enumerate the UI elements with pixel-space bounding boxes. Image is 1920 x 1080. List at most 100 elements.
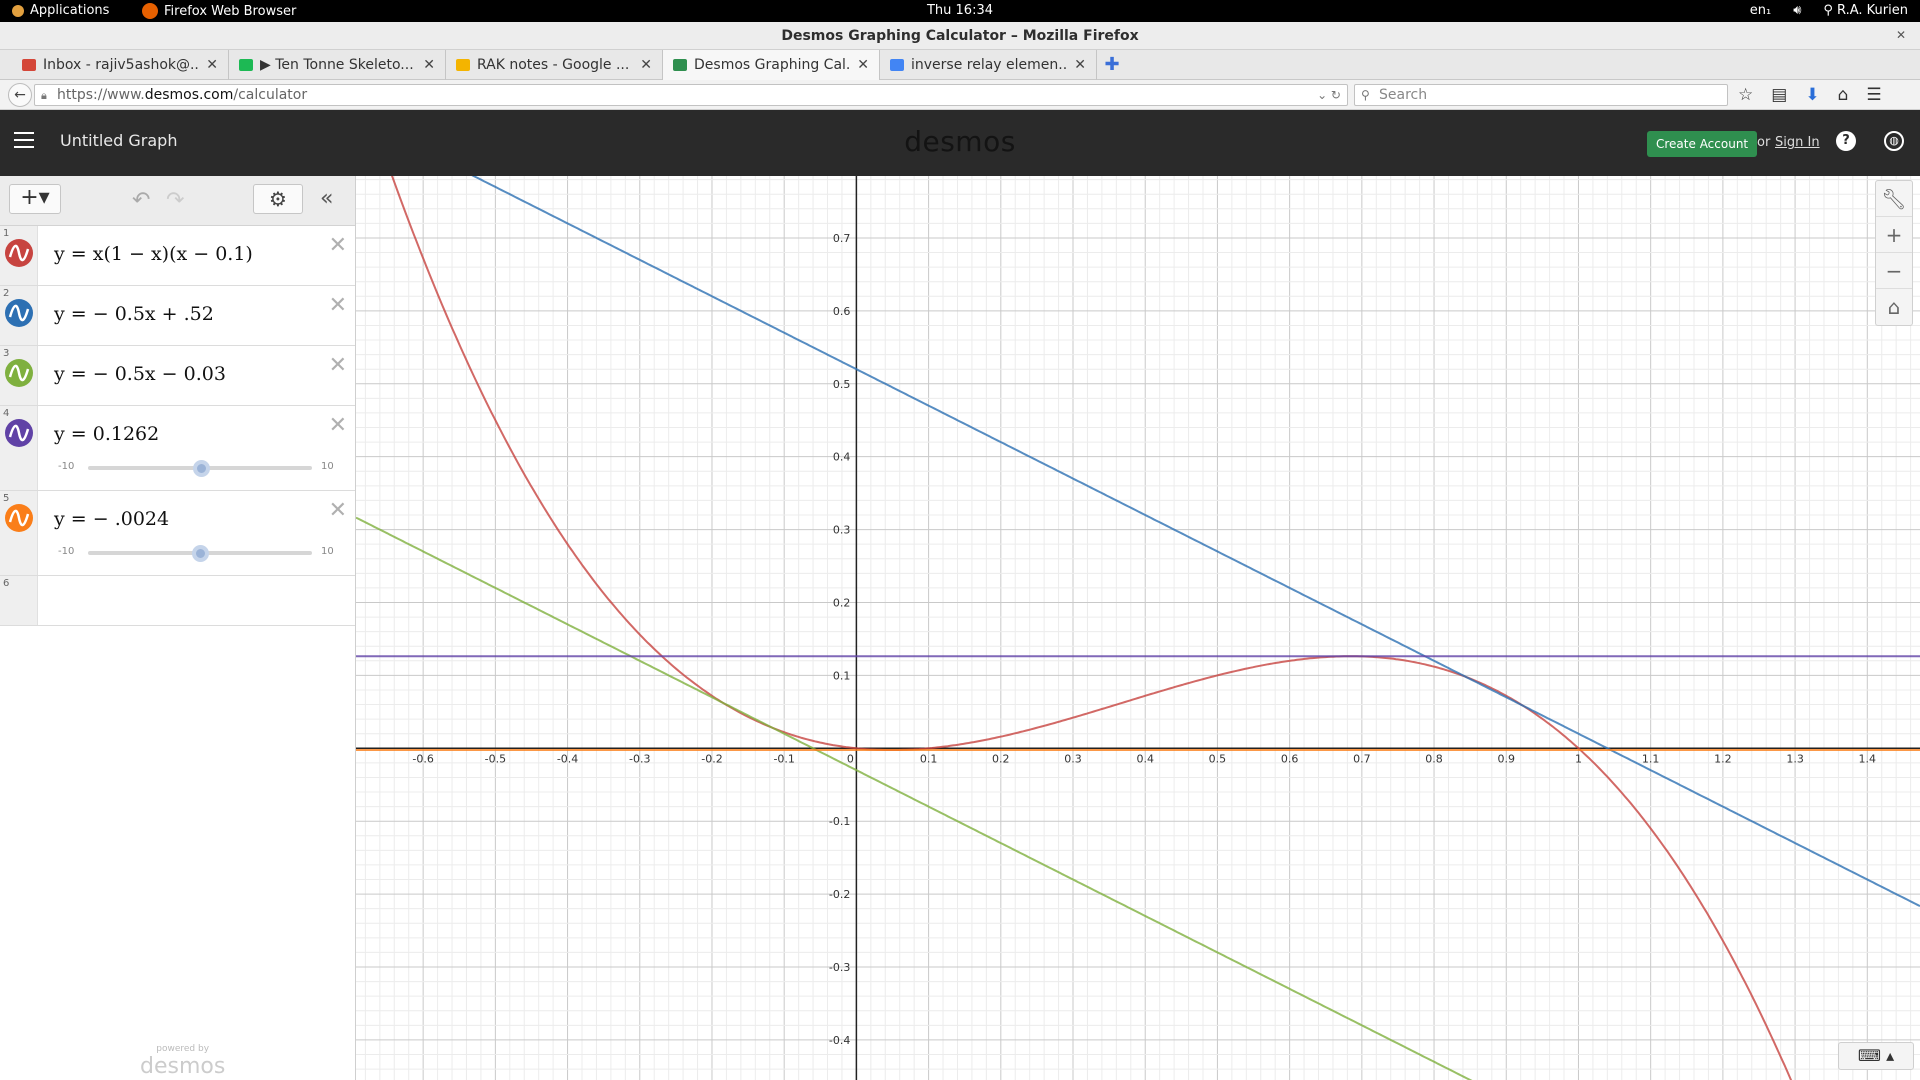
- graph-tools: 🔧︎ + − ⌂: [1875, 180, 1913, 326]
- expression-index-tab: 2: [0, 286, 38, 345]
- cubic-curve[interactable]: [356, 176, 1920, 1080]
- wrench-icon[interactable]: 🔧︎: [1876, 181, 1912, 217]
- graph-toggle-icon[interactable]: [5, 419, 33, 447]
- expression-index: 1: [3, 228, 10, 239]
- home-zoom-icon[interactable]: ⌂: [1887, 295, 1901, 319]
- tab-close-icon[interactable]: ✕: [206, 57, 218, 73]
- expression-row[interactable]: 4 y = 0.1262 ✕ -10 10: [0, 406, 355, 491]
- window-close-icon[interactable]: ✕: [1895, 28, 1907, 42]
- graph-toggle-icon[interactable]: [5, 299, 33, 327]
- volume-icon[interactable]: 🔊︎: [1793, 3, 1802, 18]
- x-tick-label: -0.6: [412, 752, 433, 765]
- powered-by-brand: desmos: [140, 1054, 226, 1079]
- keyboard-toggle-icon[interactable]: ⌨ ▴: [1838, 1042, 1914, 1070]
- tab-close-icon[interactable]: ✕: [857, 57, 869, 73]
- hamburger-menu-icon[interactable]: [14, 132, 34, 148]
- tab-close-icon[interactable]: ✕: [423, 57, 435, 73]
- graph-toggle-icon[interactable]: [5, 504, 33, 532]
- tangent-line-lower[interactable]: [356, 516, 1920, 1080]
- x-tick-label: 0.4: [1136, 752, 1154, 765]
- expression-row[interactable]: 2 y = − 0.5x + .52 ✕: [0, 286, 355, 346]
- tab-drive[interactable]: RAK notes - Google ... ✕: [446, 50, 663, 80]
- slider-thumb[interactable]: [193, 460, 211, 477]
- expression-row[interactable]: 5 y = − .0024 ✕ -10 10: [0, 491, 355, 576]
- y-tick-label: 0.5: [833, 378, 851, 391]
- delete-expression-icon[interactable]: ✕: [328, 413, 347, 438]
- x-tick-label: -0.3: [629, 752, 650, 765]
- undo-icon[interactable]: ↶: [132, 188, 151, 213]
- back-button[interactable]: ←: [8, 83, 32, 107]
- x-tick-label: 1.4: [1859, 752, 1877, 765]
- tab-gmail[interactable]: Inbox - rajiv5ashok@... ✕: [12, 50, 229, 80]
- expression-formula[interactable]: y = 0.1262: [54, 423, 160, 445]
- url-prefix: https://www.: [57, 87, 145, 103]
- spotify-icon: [239, 59, 253, 71]
- y-tick-label: -0.1: [829, 815, 850, 828]
- language-globe-icon[interactable]: ◍: [1884, 131, 1904, 151]
- bookmark-star-icon[interactable]: ☆: [1738, 85, 1754, 105]
- delete-expression-icon[interactable]: ✕: [328, 498, 347, 523]
- apps-icon: [12, 4, 24, 17]
- input-language[interactable]: en₁: [1749, 3, 1772, 18]
- slider-max: 10: [321, 546, 334, 557]
- tab-spotify[interactable]: ▶ Ten Tonne Skeleto... ✕: [229, 50, 446, 80]
- graph-title[interactable]: Untitled Graph: [60, 131, 178, 150]
- slider-thumb[interactable]: [191, 545, 209, 562]
- firefox-app-menu[interactable]: Firefox Web Browser: [142, 3, 296, 19]
- create-account-button[interactable]: Create Account: [1647, 131, 1758, 157]
- new-tab-button[interactable]: ✚: [1104, 54, 1120, 75]
- expression-formula[interactable]: y = − .0024: [54, 508, 170, 530]
- expression-formula[interactable]: y = x(1 − x)(x − 0.1): [54, 243, 253, 265]
- url-bar[interactable]: 🔒︎ https://www.desmos.com/calculator ⌄ ↻: [34, 84, 1348, 106]
- x-tick-label: 0.1: [920, 752, 938, 765]
- sign-in-link[interactable]: Sign In: [1775, 135, 1820, 150]
- slider-max: 10: [321, 461, 334, 472]
- delete-expression-icon[interactable]: ✕: [328, 233, 347, 258]
- help-icon[interactable]: ?: [1836, 131, 1856, 151]
- tab-google[interactable]: inverse relay elemen... ✕: [880, 50, 1097, 80]
- expression-formula[interactable]: y = − 0.5x − 0.03: [54, 363, 226, 385]
- x-tick-label: 1.3: [1786, 752, 1804, 765]
- graph-toggle-icon[interactable]: [5, 359, 33, 387]
- home-icon[interactable]: ⌂: [1837, 85, 1849, 105]
- expression-formula[interactable]: y = − 0.5x + .52: [54, 303, 214, 325]
- slider-min: -10: [58, 461, 75, 472]
- x-tick-label: 1.2: [1714, 752, 1732, 765]
- graph-paper[interactable]: -0.6 -0.5 -0.4 -0.3 -0.2 -0.1 0 0.1 0.2 0.3 0.4 0.5…: [356, 176, 1920, 1080]
- window-title: Desmos Graphing Calculator – Mozilla Fir…: [781, 28, 1139, 44]
- value-slider[interactable]: -10 10: [54, 543, 334, 563]
- user-name: R.A. Kurien: [1837, 3, 1908, 18]
- collapse-list-icon[interactable]: «: [320, 186, 334, 211]
- search-field[interactable]: ⚲ Search: [1354, 84, 1728, 106]
- delete-expression-icon[interactable]: ✕: [328, 293, 347, 318]
- add-item-button[interactable]: +▾: [9, 184, 61, 214]
- y-tick-label: 0.7: [833, 232, 851, 245]
- expression-row[interactable]: 6: [0, 576, 355, 626]
- expression-index: 4: [3, 408, 10, 419]
- tab-desmos[interactable]: Desmos Graphing Cal... ✕: [663, 50, 880, 80]
- expression-row[interactable]: 3 y = − 0.5x − 0.03 ✕: [0, 346, 355, 406]
- x-tick-label: -0.2: [701, 752, 722, 765]
- tangent-line-upper[interactable]: [356, 176, 1920, 907]
- expression-index: 5: [3, 493, 10, 504]
- graph-svg[interactable]: -0.6 -0.5 -0.4 -0.3 -0.2 -0.1 0 0.1 0.2 0.3 0.4 0.5…: [356, 176, 1920, 1080]
- applications-menu[interactable]: Applications: [12, 3, 109, 18]
- zoom-out-icon[interactable]: −: [1876, 253, 1912, 289]
- tab-close-icon[interactable]: ✕: [640, 57, 652, 73]
- user-menu[interactable]: ⚲ R.A. Kurien: [1823, 3, 1908, 18]
- zoom-in-icon[interactable]: +: [1876, 217, 1912, 253]
- graph-toggle-icon[interactable]: [5, 239, 33, 267]
- delete-expression-icon[interactable]: ✕: [328, 353, 347, 378]
- download-icon[interactable]: ⬇: [1805, 85, 1820, 105]
- redo-icon[interactable]: ↷: [166, 188, 185, 213]
- value-slider[interactable]: -10 10: [54, 458, 334, 478]
- tab-close-icon[interactable]: ✕: [1074, 57, 1086, 73]
- y-tick-label: -0.3: [829, 961, 850, 974]
- reload-icon[interactable]: ⌄ ↻: [1317, 88, 1341, 102]
- reading-list-icon[interactable]: ▤: [1771, 85, 1788, 105]
- powered-by-desmos: powered by desmos: [140, 1044, 225, 1079]
- expression-row[interactable]: 1 y = x(1 − x)(x − 0.1) ✕: [0, 226, 355, 286]
- menu-icon[interactable]: ☰: [1866, 85, 1882, 105]
- url-path: /calculator: [233, 87, 308, 103]
- settings-gear-icon[interactable]: ⚙: [253, 184, 303, 214]
